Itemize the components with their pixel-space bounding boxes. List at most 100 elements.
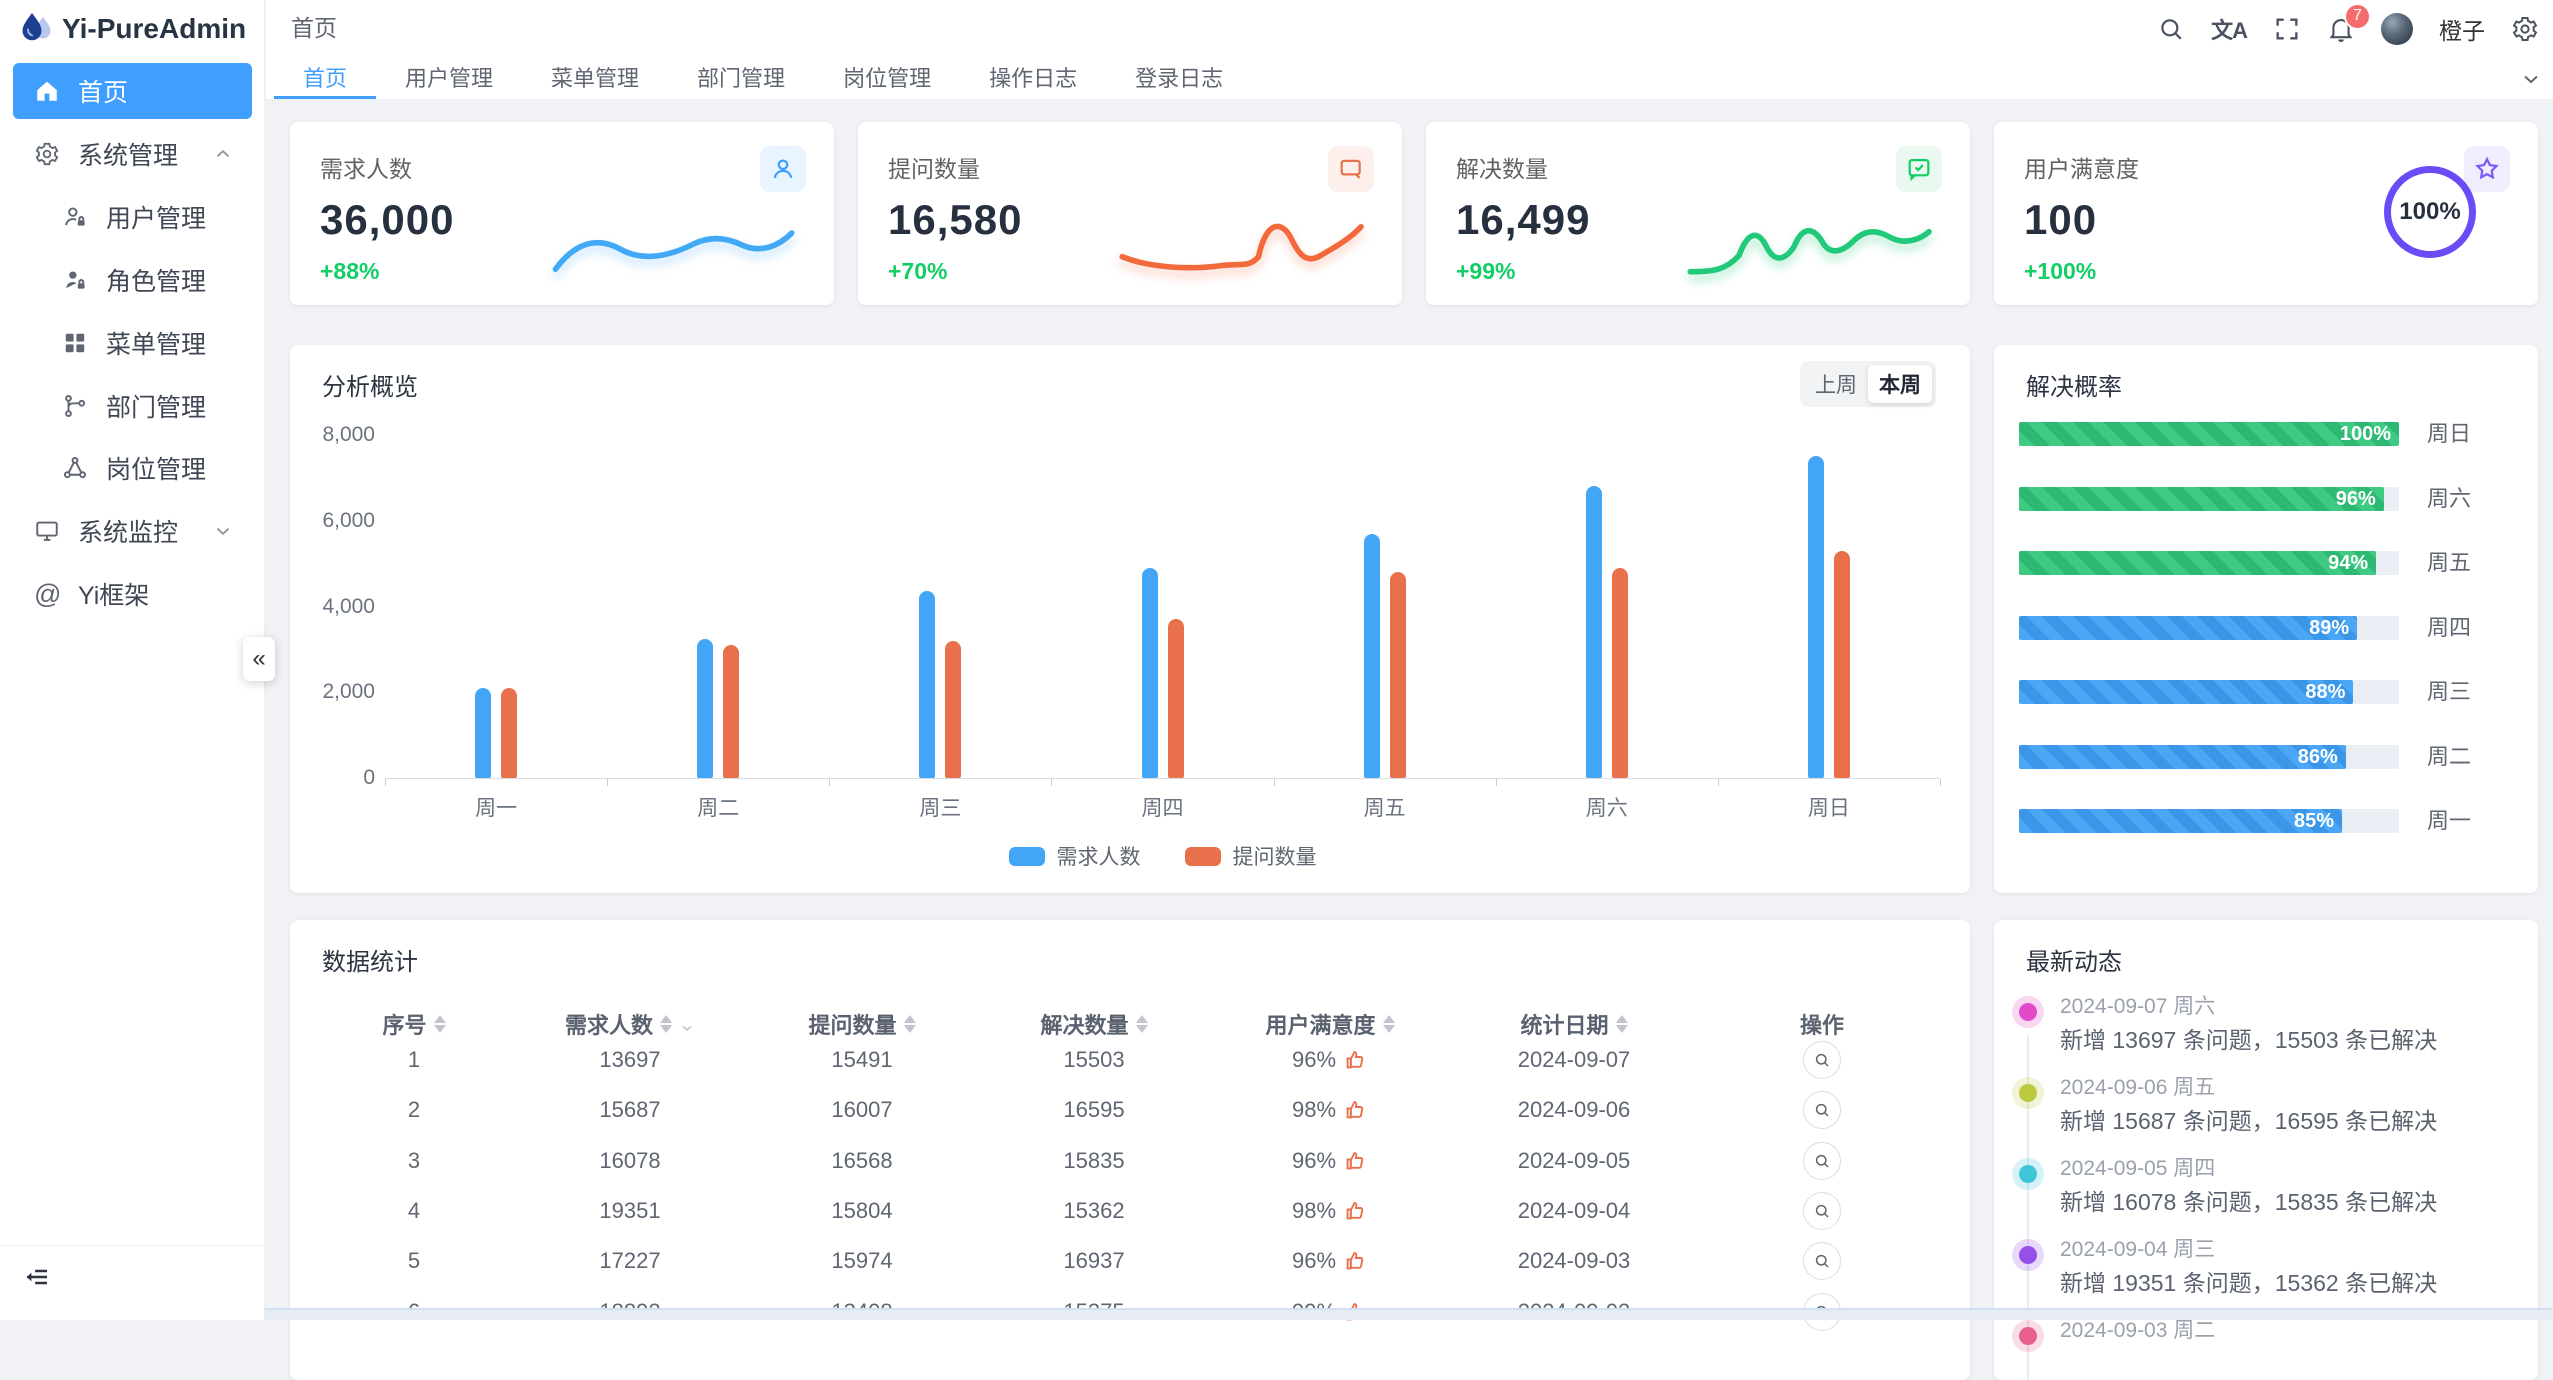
sidebar-item-menu-management-icon <box>65 333 85 353</box>
tab-菜单管理[interactable]: 菜单管理 <box>522 57 668 99</box>
sparkline-demand <box>552 230 795 273</box>
cell-action <box>1698 1236 1946 1286</box>
avatar[interactable] <box>2381 12 2413 45</box>
sort-descending-icon[interactable] <box>1615 1025 1628 1033</box>
sort-ascending-icon[interactable] <box>1135 1015 1148 1023</box>
chat-icon <box>1328 146 1374 192</box>
sort-descending-icon[interactable] <box>433 1025 446 1033</box>
sort-carets-icon[interactable] <box>1615 1015 1628 1033</box>
cell-solved: 16595 <box>1063 1097 1125 1123</box>
tab-岗位管理[interactable]: 岗位管理 <box>814 57 960 99</box>
sort-descending-icon[interactable] <box>1135 1025 1148 1033</box>
y-axis-tick-label: 6,000 <box>322 508 375 532</box>
fullscreen-icon[interactable] <box>2273 15 2301 43</box>
cell-demand: 13697 <box>599 1047 661 1072</box>
toggle-上周[interactable]: 上周 <box>1815 374 1857 397</box>
data-statistics-card: 数据统计 序号 需求人数 提问数量 解决数量 用户满意度 统计日期 操作 1 13697 154… <box>290 920 1970 1380</box>
sort-ascending-icon[interactable] <box>1382 1015 1395 1023</box>
sidebar-item-post-management[interactable]: 岗位管理 <box>13 440 252 496</box>
tab-操作日志[interactable]: 操作日志 <box>960 57 1106 99</box>
sidebar-item-role-management[interactable]: 角色管理 <box>13 252 252 308</box>
filter-chevron-icon[interactable] <box>679 1016 695 1032</box>
row-view-button[interactable] <box>1803 1242 1841 1281</box>
cell-satisfaction: 96% <box>1210 1035 1450 1085</box>
sort-carets-icon[interactable] <box>1382 1015 1395 1033</box>
timeline-date: 2024-09-05 周四 <box>2060 1157 2216 1180</box>
sidebar-item-menu-management[interactable]: 菜单管理 <box>13 315 252 371</box>
stat-card-title: 解决数量 <box>1456 156 1548 182</box>
sidebar-item-user-management[interactable]: 用户管理 <box>13 189 252 245</box>
table-row: 4 19351 15804 15362 98% 2024-09-04 <box>314 1186 1946 1236</box>
column-header-用户满意度[interactable]: 用户满意度 <box>1210 1002 1450 1046</box>
column-header-需求人数[interactable]: 需求人数 <box>514 1002 746 1046</box>
horizontal-scrollbar[interactable] <box>0 1308 2553 1320</box>
sort-ascending-icon[interactable] <box>433 1015 446 1023</box>
fold-sidebar-icon[interactable] <box>22 1262 52 1292</box>
week-toggle: 上周 本周 <box>1800 361 1936 407</box>
sidebar-item-user-management-icon <box>65 207 85 226</box>
search-icon[interactable] <box>2157 15 2185 43</box>
cell-date: 2024-09-03 <box>1517 1248 1631 1274</box>
sidebar-item-system-monitor[interactable]: 系统监控 <box>13 503 252 559</box>
tabbar-chevron-down-icon[interactable] <box>2519 67 2543 91</box>
cell-questions: 16568 <box>831 1147 893 1173</box>
sort-ascending-icon[interactable] <box>660 1015 672 1023</box>
sort-descending-icon[interactable] <box>1382 1025 1395 1033</box>
sort-carets-icon[interactable] <box>660 1015 672 1033</box>
y-axis-tick-label: 0 <box>363 766 375 789</box>
stat-card-title: 提问数量 <box>888 156 980 182</box>
tab-首页[interactable]: 首页 <box>274 57 377 99</box>
translate-icon[interactable]: 文A <box>2211 17 2248 43</box>
chevron-down-icon <box>216 528 230 535</box>
row-view-button[interactable] <box>1803 1041 1841 1079</box>
username[interactable]: 橙子 <box>2439 17 2485 44</box>
bar-提问数量 <box>501 687 518 778</box>
sidebar-item-yi-framework[interactable]: @ Yi框架 <box>13 566 252 622</box>
sidebar-item-department-management[interactable]: 部门管理 <box>13 378 252 434</box>
bar-提问数量 <box>1389 572 1406 778</box>
legend-item-需求人数[interactable]: 需求人数 <box>1008 841 1141 871</box>
timeline-dot <box>2019 1165 2037 1183</box>
tab-用户管理[interactable]: 用户管理 <box>376 57 522 99</box>
settings-gear-icon[interactable] <box>2511 15 2539 43</box>
latest-activity-title: 最新动态 <box>2026 949 2122 976</box>
progress-day-label: 周三 <box>2427 679 2472 704</box>
toggle-本周[interactable]: 本周 <box>1868 365 1932 403</box>
sort-ascending-icon[interactable] <box>1615 1015 1628 1023</box>
column-header-统计日期[interactable]: 统计日期 <box>1450 1002 1698 1046</box>
sidebar-item-system-management[interactable]: 系统管理 <box>13 126 252 182</box>
row-view-button[interactable] <box>1803 1141 1841 1180</box>
sidebar-item-system-management-icon <box>35 142 59 166</box>
sort-descending-icon[interactable] <box>660 1025 672 1033</box>
legend-swatch <box>1008 846 1045 866</box>
app-logo[interactable]: Yi-PureAdmin <box>0 0 265 57</box>
stat-card-value: 36,000 <box>320 196 455 243</box>
legend-item-提问数量[interactable]: 提问数量 <box>1184 841 1317 871</box>
sort-carets-icon[interactable] <box>903 1015 916 1033</box>
sort-descending-icon[interactable] <box>903 1025 916 1033</box>
row-view-button[interactable] <box>1803 1191 1841 1230</box>
sort-carets-icon[interactable] <box>1135 1015 1148 1033</box>
solve-probability-card: 解决概率 100% 周日 96% 周六 94% 周五 89% 周四 88% 周三 86% 周二 85% 周… <box>1994 345 2538 893</box>
tab-登录日志[interactable]: 登录日志 <box>1106 57 1252 99</box>
sidebar-item-home[interactable]: 首页 <box>13 63 252 119</box>
table-row: 3 16078 16568 15835 96% 2024-09-05 <box>314 1136 1946 1186</box>
table-row: 1 13697 15491 15503 96% 2024-09-07 <box>314 1035 1946 1085</box>
column-header-解决数量[interactable]: 解决数量 <box>978 1002 1210 1046</box>
tab-部门管理[interactable]: 部门管理 <box>668 57 814 99</box>
column-header-序号[interactable]: 序号 <box>314 1002 514 1046</box>
column-header-提问数量[interactable]: 提问数量 <box>746 1002 978 1046</box>
cell-solved: 16937 <box>1063 1248 1125 1274</box>
stat-card-delta: +99% <box>1456 258 1516 284</box>
cell-date: 2024-09-05 <box>1517 1147 1631 1173</box>
sort-carets-icon[interactable] <box>433 1015 446 1033</box>
bar-需求人数 <box>1585 486 1602 778</box>
tab-label: 操作日志 <box>989 65 1078 91</box>
timeline-date: 2024-09-06 周五 <box>2060 1076 2216 1099</box>
row-view-button[interactable] <box>1803 1091 1841 1130</box>
sort-ascending-icon[interactable] <box>903 1015 916 1023</box>
cell-satisfaction: 96% <box>1210 1236 1450 1286</box>
sidebar-collapse-button[interactable]: « <box>243 637 275 681</box>
stat-card-delta: +88% <box>320 258 380 284</box>
notifications-bell-icon[interactable]: 7 <box>2327 2 2371 43</box>
